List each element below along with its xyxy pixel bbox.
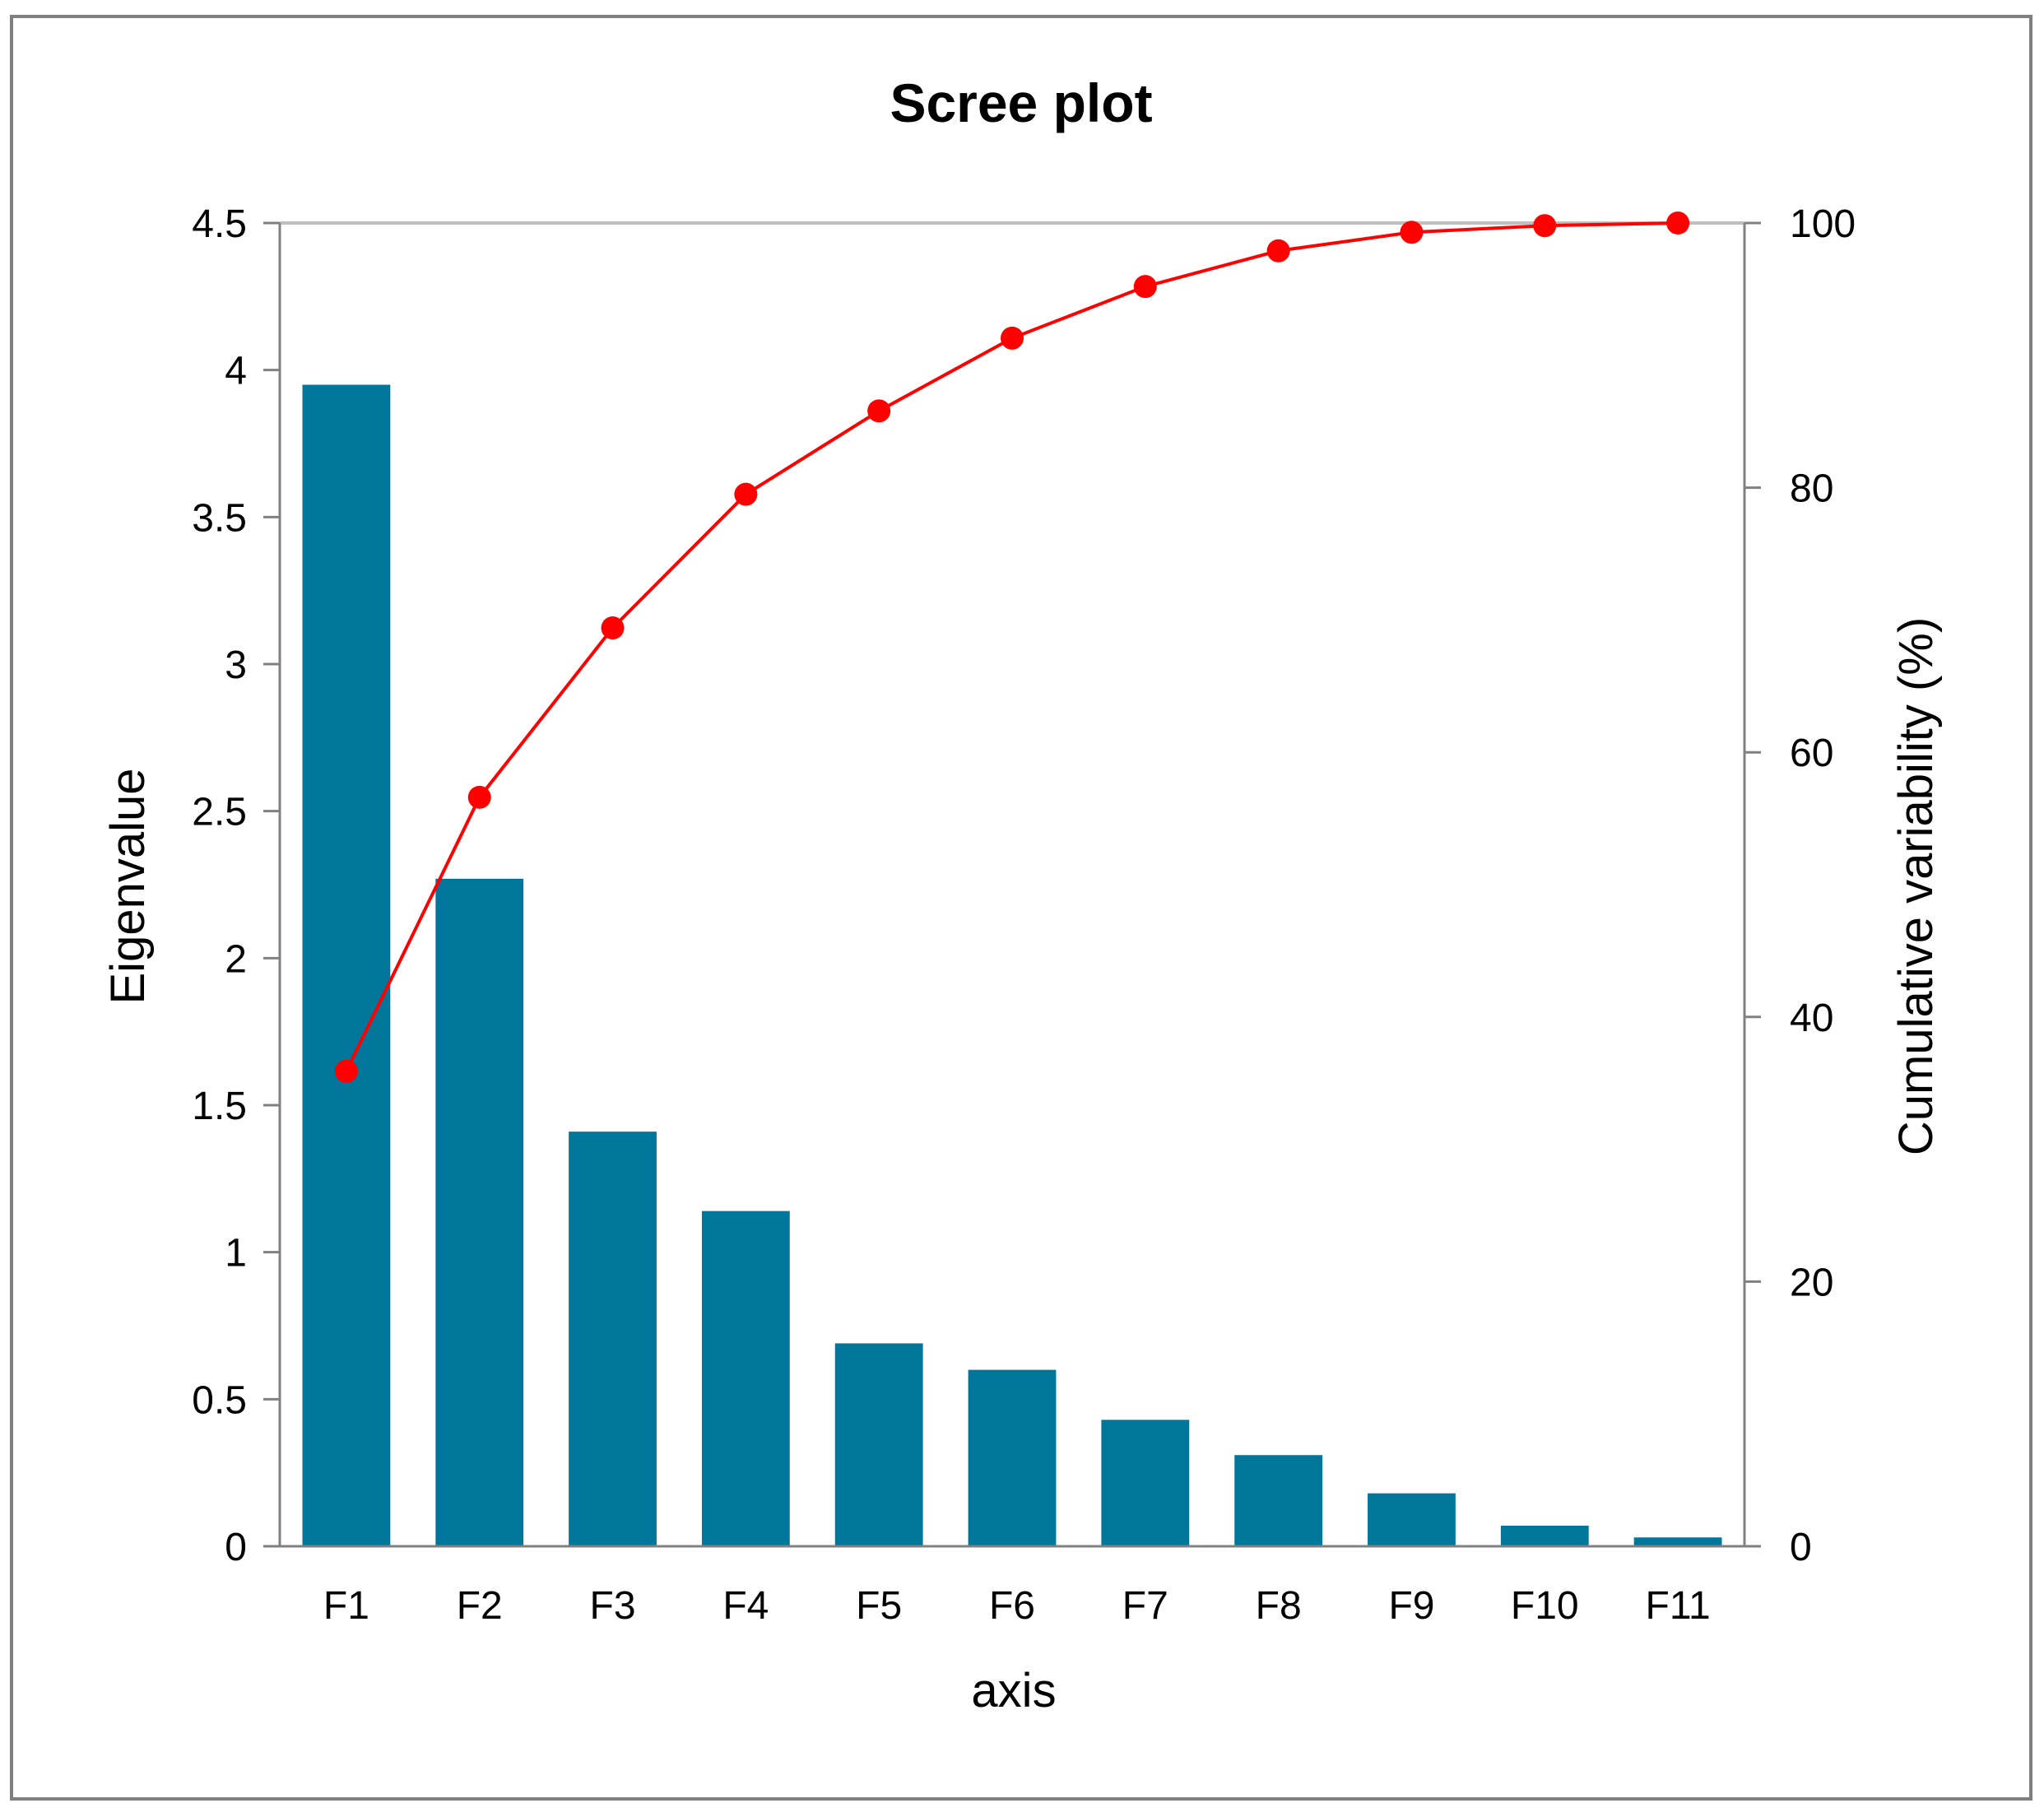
x-tick-label: F3 xyxy=(590,1584,636,1628)
y-axis-title: Eigenvalue xyxy=(101,769,155,1005)
cumulative-point-f10 xyxy=(1533,214,1557,238)
y-tick-label: 3 xyxy=(225,644,247,687)
x-tick-label: F7 xyxy=(1122,1584,1168,1628)
bar-f1 xyxy=(302,384,391,1546)
y-tick-label: 2.5 xyxy=(192,791,247,834)
cumulative-point-f7 xyxy=(1133,275,1157,299)
x-tick-label: F10 xyxy=(1511,1584,1579,1628)
y-tick-label: 0 xyxy=(225,1526,247,1569)
bar-f6 xyxy=(968,1369,1057,1546)
x-tick-label: F6 xyxy=(989,1584,1035,1628)
cumulative-point-f1 xyxy=(334,1059,358,1083)
y-tick-label: 1.5 xyxy=(192,1085,247,1128)
bar-f9 xyxy=(1368,1493,1456,1546)
cumulative-point-f8 xyxy=(1266,239,1290,263)
cumulative-point-f3 xyxy=(601,616,625,640)
x-tick-label: F9 xyxy=(1388,1584,1434,1628)
x-axis-title: axis xyxy=(971,1664,1056,1717)
x-tick-label: F2 xyxy=(457,1584,503,1628)
y-tick-label: 1 xyxy=(225,1232,247,1276)
bar-f11 xyxy=(1633,1537,1722,1546)
y2-tick-label: 0 xyxy=(1790,1526,1812,1569)
cumulative-point-f5 xyxy=(867,399,891,423)
bar-f8 xyxy=(1234,1455,1323,1546)
cumulative-point-f2 xyxy=(467,785,491,809)
y-tick-label: 4.5 xyxy=(192,202,247,246)
y2-tick-label: 20 xyxy=(1790,1261,1833,1304)
cumulative-point-f4 xyxy=(734,482,758,506)
x-tick-label: F8 xyxy=(1256,1584,1302,1628)
cumulative-point-f11 xyxy=(1666,211,1690,235)
bar-f5 xyxy=(834,1343,923,1546)
chart-title: Scree plot xyxy=(890,72,1152,133)
y2-tick-label: 80 xyxy=(1790,467,1833,511)
y2-tick-label: 40 xyxy=(1790,997,1833,1040)
bar-f7 xyxy=(1101,1420,1190,1546)
y2-axis-title: Cumulative variability (%) xyxy=(1889,617,1943,1155)
y2-tick-label: 60 xyxy=(1790,732,1833,775)
cumulative-point-f9 xyxy=(1400,221,1424,244)
cumulative-point-f6 xyxy=(1001,326,1024,350)
x-tick-label: F5 xyxy=(856,1584,902,1628)
y-tick-label: 3.5 xyxy=(192,496,247,540)
bar-f3 xyxy=(569,1132,657,1546)
bar-f2 xyxy=(435,878,524,1546)
x-tick-label: F11 xyxy=(1646,1584,1711,1628)
x-tick-label: F4 xyxy=(722,1584,769,1628)
y-tick-label: 2 xyxy=(225,937,247,981)
x-tick-label: F1 xyxy=(323,1584,369,1628)
y-tick-label: 0.5 xyxy=(192,1378,247,1422)
bar-f4 xyxy=(701,1211,790,1546)
y2-tick-label: 100 xyxy=(1790,202,1856,246)
y-tick-label: 4 xyxy=(225,350,247,393)
bar-f10 xyxy=(1500,1525,1589,1546)
